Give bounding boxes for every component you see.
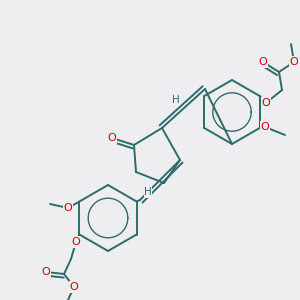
- Text: O: O: [108, 133, 116, 143]
- Text: O: O: [64, 203, 72, 213]
- Text: O: O: [259, 57, 267, 67]
- Text: H: H: [144, 187, 152, 197]
- Text: O: O: [70, 282, 78, 292]
- Text: H: H: [172, 95, 180, 105]
- Text: O: O: [290, 57, 298, 67]
- Text: O: O: [262, 98, 270, 108]
- Text: O: O: [261, 122, 269, 132]
- Text: O: O: [42, 267, 50, 277]
- Text: O: O: [72, 237, 80, 247]
